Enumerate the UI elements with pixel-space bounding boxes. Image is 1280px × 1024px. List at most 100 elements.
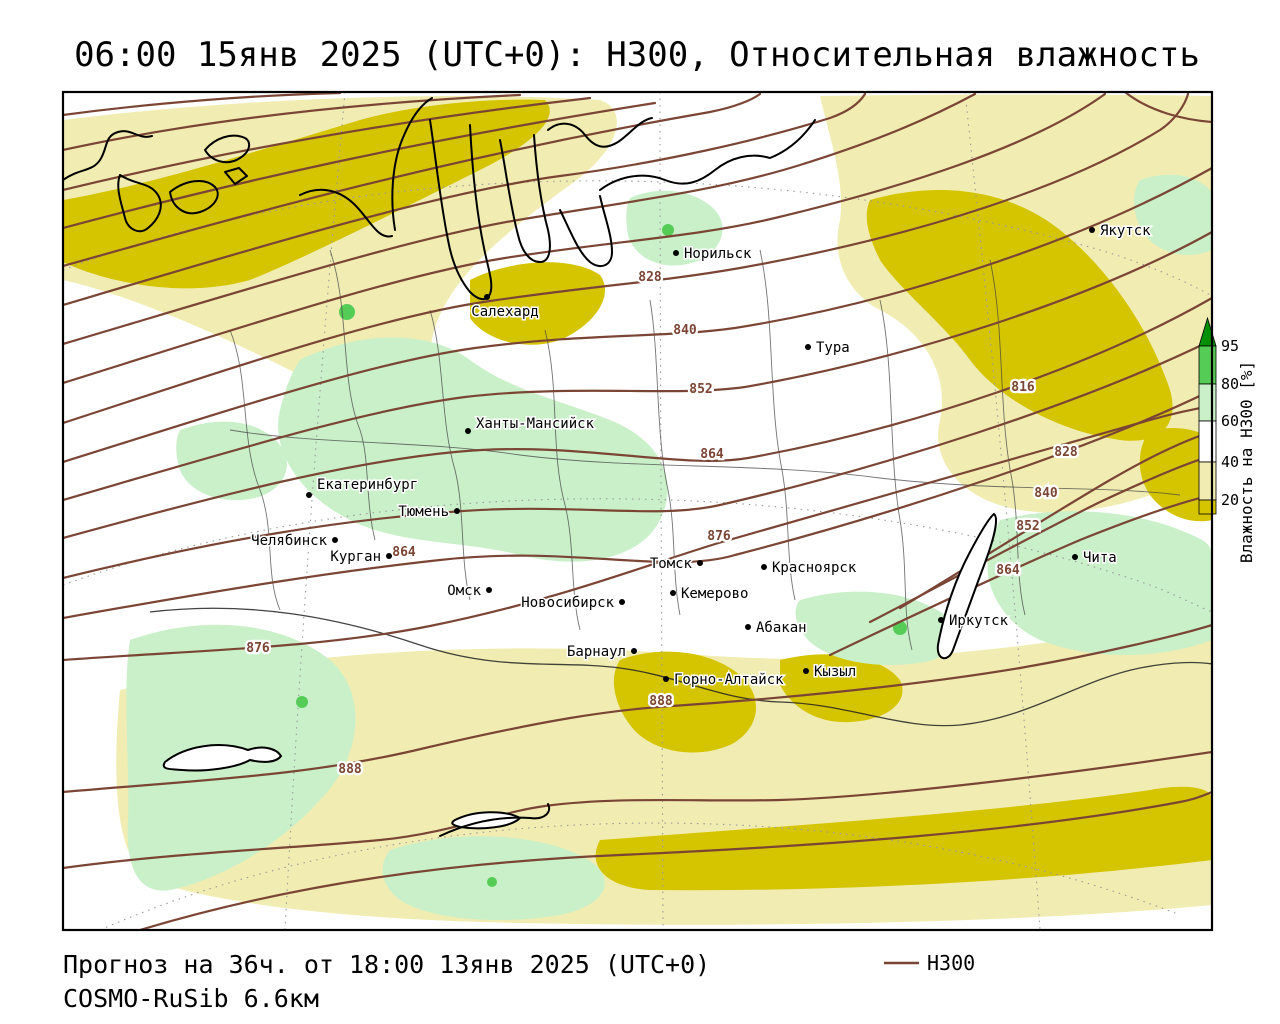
city-label: Якутск bbox=[1100, 223, 1151, 239]
city-dot bbox=[670, 590, 676, 596]
colorbar-tick-label: 20 bbox=[1221, 491, 1239, 509]
forecast-info-line: Прогноз на 36ч. от 18:00 13янв 2025 (UTC… bbox=[63, 950, 710, 979]
city-label: Тюмень bbox=[398, 504, 449, 520]
region-border bbox=[649, 299, 681, 616]
city-label: Новосибирск bbox=[521, 595, 614, 611]
contour-value-label: 864 bbox=[392, 545, 416, 560]
city-dot bbox=[332, 537, 338, 543]
city-dot bbox=[805, 344, 811, 350]
colorbar-segment bbox=[1198, 345, 1217, 385]
city-dot bbox=[745, 624, 751, 630]
colorbar-tick-label: 80 bbox=[1221, 375, 1239, 393]
contour-value-label: 888 bbox=[338, 762, 362, 777]
city-label: Ханты-Мансийск bbox=[476, 416, 595, 432]
contour-value-label: 864 bbox=[700, 447, 724, 462]
contour-value-label: 876 bbox=[246, 641, 270, 656]
city-dot bbox=[761, 564, 767, 570]
colorbar-segment bbox=[1198, 420, 1217, 463]
contour-line bbox=[64, 231, 1211, 501]
region-border bbox=[429, 309, 471, 601]
contour-line bbox=[64, 93, 1107, 384]
city-dot bbox=[486, 587, 492, 593]
city-dot bbox=[697, 560, 703, 566]
legend-label: H300 bbox=[927, 951, 975, 975]
city-label: Красноярск bbox=[772, 560, 857, 576]
contour-line bbox=[139, 791, 1211, 929]
colorbar-segment bbox=[1198, 461, 1217, 501]
peninsula-outline bbox=[169, 180, 219, 215]
city-label: Омск bbox=[447, 583, 481, 599]
region-border bbox=[229, 429, 1181, 496]
colorbar-segment bbox=[1198, 499, 1217, 515]
contour-value-label: 852 bbox=[1016, 519, 1039, 534]
map-title: 06:00 15янв 2025 (UTC+0): H300, Относите… bbox=[74, 35, 1200, 75]
lake-baikal bbox=[936, 512, 997, 660]
graticule-line bbox=[100, 822, 1181, 929]
city-dot bbox=[484, 294, 490, 300]
lake-balkhash bbox=[162, 744, 283, 772]
contour-value-label: 816 bbox=[1011, 380, 1035, 395]
coastline bbox=[64, 130, 153, 181]
contour-line bbox=[64, 93, 867, 306]
contour-value-label: 840 bbox=[673, 323, 697, 338]
humid-region-pale bbox=[987, 511, 1211, 655]
city-dot bbox=[454, 508, 460, 514]
contour-line bbox=[64, 405, 1211, 662]
city-label: Томск bbox=[650, 556, 693, 572]
city-label: Салехард bbox=[471, 304, 538, 320]
contour-value-label: 864 bbox=[996, 563, 1020, 578]
contour-line bbox=[64, 389, 1211, 619]
river-line bbox=[439, 803, 550, 837]
contour-line bbox=[64, 624, 1211, 794]
contour-line bbox=[64, 96, 592, 191]
humid-region-mid bbox=[487, 877, 497, 887]
colorbar-title: Влажность на H300 [%] bbox=[1237, 361, 1256, 563]
taymyr-coast bbox=[599, 119, 816, 191]
model-info-line: COSMO-RuSib 6.6км bbox=[63, 984, 319, 1013]
city-dot bbox=[1072, 554, 1078, 560]
contour-value-label: 852 bbox=[689, 382, 712, 397]
city-label: Екатеринбург bbox=[317, 477, 418, 493]
humid-region-pale bbox=[626, 190, 723, 266]
colorbar-tick-label: 95 bbox=[1221, 337, 1239, 355]
contour-line bbox=[64, 93, 342, 116]
colorbar: 95 80 60 40 20 bbox=[1198, 316, 1239, 515]
city-label: Кемерово bbox=[681, 586, 748, 602]
city-label: Горно-Алтайск bbox=[674, 672, 784, 688]
city-dot bbox=[803, 668, 809, 674]
yenisei-gulf bbox=[559, 195, 613, 268]
city-label: Барнаул bbox=[567, 644, 626, 660]
city-dot bbox=[631, 648, 637, 654]
city-dot bbox=[673, 250, 679, 256]
contour-line bbox=[64, 101, 657, 229]
gydan-coast bbox=[547, 117, 653, 148]
contour-value-label: 828 bbox=[638, 270, 662, 285]
contour-line bbox=[64, 167, 1211, 463]
yamal-coast bbox=[391, 97, 433, 231]
island-outline bbox=[204, 134, 251, 164]
contour-line bbox=[64, 751, 1211, 869]
dry-region-strong bbox=[613, 651, 757, 753]
gulf-taz bbox=[499, 134, 551, 263]
humid-region-mid bbox=[662, 224, 674, 236]
city-dot bbox=[938, 617, 944, 623]
coastline bbox=[299, 188, 393, 238]
city-label: Норильск bbox=[684, 246, 752, 262]
colorbar-tick-label: 40 bbox=[1221, 453, 1239, 471]
region-border bbox=[329, 249, 376, 541]
region-border bbox=[759, 249, 796, 601]
map-frame bbox=[61, 90, 1214, 932]
city-dot bbox=[386, 553, 392, 559]
humid-region-pale bbox=[795, 591, 957, 666]
cities-layer: Якутск Норильск Салехард Тура Ханты-Мансийск… bbox=[250, 222, 1153, 690]
island-outline bbox=[224, 167, 248, 185]
contour-line bbox=[1124, 93, 1211, 124]
region-border bbox=[879, 299, 913, 651]
dry-region-strong bbox=[595, 786, 1211, 891]
city-label: Курган bbox=[330, 549, 381, 565]
contour-value-label: 840 bbox=[1034, 486, 1058, 501]
contour-line bbox=[64, 339, 1211, 579]
contour-value-label: 876 bbox=[707, 529, 731, 544]
humid-region-pale bbox=[1134, 174, 1211, 256]
